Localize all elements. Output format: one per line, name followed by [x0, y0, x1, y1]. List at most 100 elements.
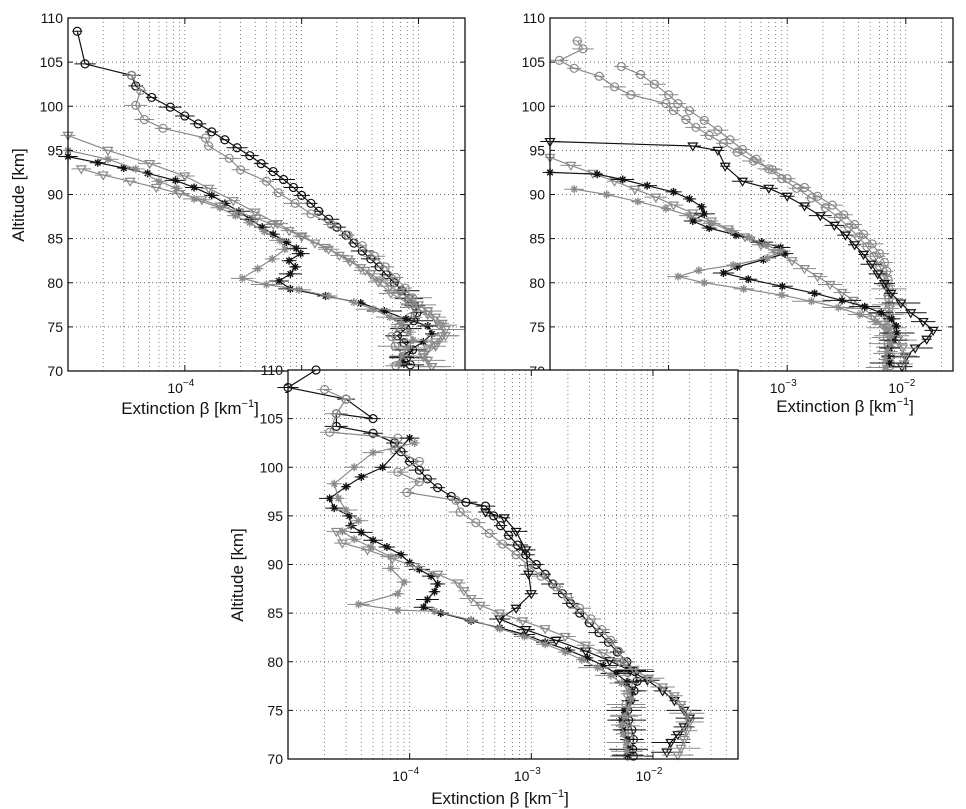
data-point: [296, 233, 308, 243]
data-point: [269, 230, 278, 239]
data-point: [497, 539, 508, 549]
data-point: [394, 288, 406, 299]
data-point: [665, 738, 677, 749]
data-point: [235, 165, 246, 175]
x-tick-label: 10−3: [770, 378, 797, 396]
data-point: [369, 305, 378, 314]
data-point: [593, 170, 602, 179]
data-point: [430, 313, 442, 323]
data-point: [886, 339, 895, 348]
data-point: [617, 716, 626, 725]
data-point: [882, 324, 891, 333]
data-point: [626, 90, 636, 100]
y-tick-label: 100: [260, 459, 284, 475]
data-point: [872, 270, 884, 280]
data-point: [104, 155, 113, 164]
data-point: [778, 282, 787, 291]
data-point: [342, 506, 351, 515]
data-point: [623, 751, 632, 760]
data-point: [678, 735, 690, 746]
data-point: [719, 162, 731, 172]
data-point: [807, 297, 816, 306]
data-point: [855, 310, 864, 319]
data-point: [368, 428, 378, 438]
data-point: [356, 299, 365, 308]
panel-b: Extinction β [km−1] b 707580859095100105…: [522, 10, 954, 416]
data-point: [238, 274, 247, 283]
data-point: [342, 482, 351, 491]
data-point: [422, 356, 434, 367]
data-point: [512, 540, 523, 550]
data-point: [260, 227, 269, 236]
data-point: [295, 285, 304, 294]
data-point: [326, 219, 337, 230]
data-point: [350, 463, 359, 472]
data-point: [569, 63, 579, 73]
data-point: [675, 744, 687, 754]
data-point: [451, 495, 461, 505]
data-point: [423, 321, 432, 330]
data-point: [675, 700, 687, 711]
data-point: [296, 249, 305, 258]
data-point: [627, 694, 636, 703]
data-point: [887, 331, 896, 340]
data-point: [368, 414, 378, 424]
data-point: [899, 352, 911, 362]
data-point: [678, 706, 690, 717]
data-point: [684, 106, 695, 116]
data-point: [895, 299, 907, 309]
data-point: [461, 497, 471, 507]
data-point: [333, 251, 345, 262]
data-point: [494, 615, 506, 625]
data-point: [764, 164, 774, 174]
data-point: [173, 190, 186, 200]
data-point: [733, 262, 742, 271]
data-point: [510, 527, 522, 538]
data-point: [193, 119, 203, 129]
data-point: [777, 291, 786, 300]
data-point: [650, 193, 662, 203]
data-point: [402, 487, 412, 498]
data-point: [616, 61, 627, 72]
y-tick-label: 80: [267, 654, 283, 670]
data-point: [203, 184, 215, 194]
ylabel-c: Altitude [km]: [228, 528, 247, 622]
data-point: [430, 607, 439, 616]
data-point: [885, 289, 897, 300]
data-point: [629, 185, 641, 195]
data-point: [253, 264, 262, 273]
data-point: [884, 300, 895, 310]
data-point: [283, 227, 295, 237]
data-point: [632, 676, 642, 686]
x-tick-label: 10−2: [635, 766, 662, 784]
data-point: [624, 686, 633, 695]
data-point: [196, 196, 208, 206]
data-point: [165, 102, 175, 112]
y-tick-label: 100: [522, 98, 546, 114]
data-point: [374, 276, 386, 286]
data-point: [867, 239, 877, 249]
data-point: [426, 362, 438, 373]
data-point: [306, 198, 316, 208]
data-point: [281, 245, 290, 254]
data-point: [171, 176, 180, 185]
data-point: [551, 582, 561, 592]
data-point: [345, 511, 354, 520]
data-point: [838, 296, 847, 305]
data-point: [681, 709, 693, 719]
data-point: [341, 394, 351, 404]
data-point: [620, 706, 629, 715]
data-point: [455, 507, 465, 517]
y-tick-label: 95: [47, 142, 63, 158]
data-point: [190, 194, 199, 203]
y-tick-label: 75: [267, 702, 283, 718]
data-point: [158, 123, 168, 133]
data-point: [285, 256, 294, 265]
data-point: [624, 703, 633, 712]
data-point: [744, 275, 753, 284]
data-point: [419, 337, 428, 346]
data-point: [97, 171, 109, 181]
data-point: [330, 504, 339, 513]
data-point: [561, 648, 570, 657]
